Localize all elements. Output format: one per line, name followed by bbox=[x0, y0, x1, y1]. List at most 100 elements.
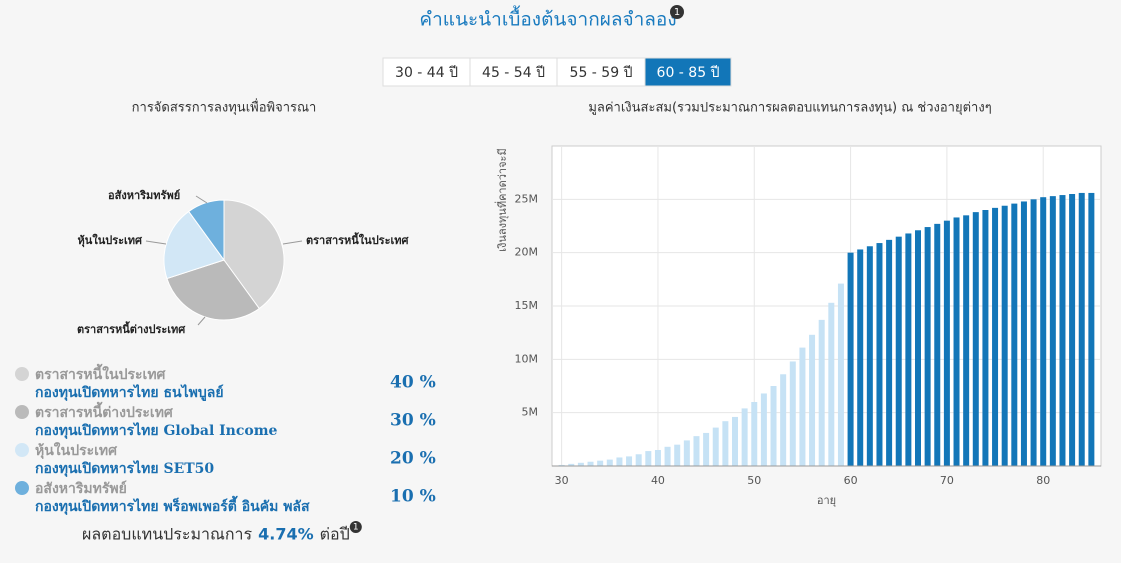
x-axis-label: อายุ bbox=[817, 494, 836, 507]
fund-name: กองทุนเปิดทหารไทย ธนไพบูลย์ bbox=[35, 383, 224, 401]
pie-label: อสังหาริมทรัพย์ bbox=[108, 189, 180, 202]
bar bbox=[972, 212, 979, 466]
bar bbox=[1049, 196, 1056, 466]
tab-label: 45 - 54 ปี bbox=[482, 65, 545, 81]
bar bbox=[992, 207, 999, 466]
y-tick-label: 15M bbox=[515, 299, 539, 312]
x-tick-label: 40 bbox=[651, 474, 665, 487]
bar bbox=[732, 416, 738, 466]
info-note: 1 bbox=[674, 7, 680, 18]
bar bbox=[645, 451, 652, 466]
x-tick-label: 60 bbox=[844, 474, 858, 487]
bar bbox=[1088, 192, 1095, 466]
fund-name: กองทุนเปิดทหารไทย พร็อพเพอร์ตี้ อินคัม พ… bbox=[35, 495, 310, 515]
allocation-value: 30 % bbox=[390, 411, 436, 431]
legend-dot bbox=[15, 481, 29, 495]
pie-slice bbox=[223, 199, 285, 310]
pie-leader bbox=[145, 240, 167, 245]
bar bbox=[674, 444, 681, 466]
info-icon[interactable] bbox=[349, 521, 362, 533]
summary-note: 1 bbox=[353, 523, 359, 533]
legend-dot bbox=[15, 405, 29, 419]
bar bbox=[626, 456, 633, 466]
pie-leader bbox=[195, 195, 208, 204]
asset-class: ตราสารหนี้ในประเทศ bbox=[35, 363, 167, 383]
tab-label: 30 - 44 ปี bbox=[395, 65, 458, 81]
x-tick-label: 50 bbox=[747, 474, 761, 487]
bar bbox=[1078, 192, 1085, 466]
summary-label: ผลตอบแทนประมาณการ bbox=[82, 525, 253, 544]
legend-dot bbox=[15, 367, 29, 381]
pie-leader bbox=[282, 240, 303, 245]
bar bbox=[558, 464, 565, 466]
bar bbox=[568, 463, 575, 466]
bar bbox=[1059, 195, 1066, 467]
bar bbox=[915, 230, 921, 466]
bar bbox=[837, 283, 844, 466]
pie-slice bbox=[188, 199, 225, 262]
info-icon[interactable] bbox=[670, 5, 684, 19]
bar bbox=[577, 462, 584, 466]
pie-leader bbox=[197, 316, 206, 326]
bar bbox=[924, 227, 931, 466]
bar bbox=[1011, 203, 1018, 466]
bar bbox=[760, 393, 767, 466]
bar bbox=[1040, 197, 1047, 466]
pie-slice bbox=[163, 210, 225, 280]
bar bbox=[857, 249, 864, 466]
pie-slice bbox=[166, 259, 260, 321]
bar bbox=[1030, 199, 1037, 467]
bar bbox=[780, 374, 787, 466]
fund-name: กองทุนเปิดทหารไทย Global Income bbox=[35, 421, 278, 439]
bar bbox=[828, 302, 835, 466]
summary-unit: ต่อปี bbox=[320, 525, 350, 544]
bar bbox=[847, 252, 854, 466]
y-tick-label: 10M bbox=[515, 352, 539, 365]
bar bbox=[616, 457, 623, 466]
pie-title: การจัดสรรการลงทุนเพื่อพิจารณา bbox=[132, 99, 317, 116]
page-title: คำแนะนำเบื้องต้นจากผลจำลอง bbox=[419, 6, 676, 31]
bar bbox=[1020, 201, 1027, 466]
pie-label: ตราสารหนี้ในประเทศ bbox=[306, 232, 409, 247]
bar bbox=[905, 233, 912, 466]
bar bbox=[654, 450, 661, 466]
pie-label: หุ้นในประเทศ bbox=[78, 233, 143, 248]
tab[interactable] bbox=[644, 57, 732, 87]
bar bbox=[943, 220, 950, 466]
bar bbox=[809, 334, 816, 466]
fund-name: กองทุนเปิดทหารไทย SET50 bbox=[35, 459, 214, 477]
bar bbox=[799, 347, 806, 466]
asset-class: หุ้นในประเทศ bbox=[35, 441, 118, 459]
bar bbox=[886, 239, 893, 466]
bar bbox=[982, 210, 989, 466]
bar bbox=[683, 440, 690, 466]
bar bbox=[693, 436, 700, 466]
tab-label: 60 - 85 ปี bbox=[657, 65, 720, 81]
bar bbox=[664, 446, 671, 466]
bar bbox=[751, 402, 758, 466]
bar bbox=[606, 459, 613, 466]
y-tick-label: 25M bbox=[515, 192, 539, 205]
legend-dot bbox=[15, 443, 29, 457]
bar bbox=[597, 460, 604, 466]
asset-class: ตราสารหนี้ต่างประเทศ bbox=[35, 401, 174, 421]
allocation-value: 20 % bbox=[390, 449, 436, 469]
bar bbox=[895, 236, 902, 466]
bar-title: มูลค่าเงินสะสม(รวมประมาณการผลตอบแทนการลง… bbox=[588, 101, 991, 116]
bar bbox=[1001, 205, 1008, 466]
x-tick-label: 80 bbox=[1036, 474, 1050, 487]
bar bbox=[722, 421, 729, 466]
bar bbox=[866, 246, 873, 466]
bar bbox=[770, 386, 777, 466]
bar bbox=[876, 243, 883, 466]
bar bbox=[703, 432, 710, 466]
asset-class: อสังหาริมทรัพย์ bbox=[35, 480, 127, 497]
x-tick-label: 30 bbox=[555, 474, 569, 487]
tab-label: 55 - 59 ปี bbox=[570, 65, 633, 81]
allocation-value: 10 % bbox=[390, 487, 436, 507]
bar bbox=[741, 408, 748, 466]
tab[interactable] bbox=[469, 57, 558, 87]
bar bbox=[953, 217, 960, 466]
y-tick-label: 5M bbox=[522, 406, 539, 419]
